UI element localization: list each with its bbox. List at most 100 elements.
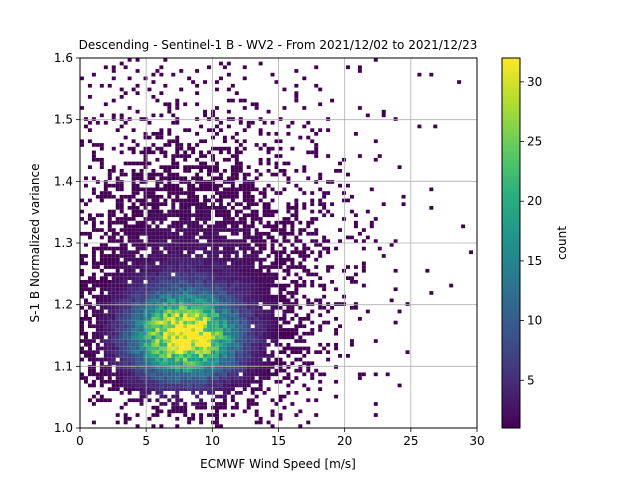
heatmap-cell — [326, 320, 331, 325]
heatmap-cell — [254, 413, 259, 417]
heatmap-cell — [151, 198, 156, 203]
heatmap-cell — [87, 83, 92, 88]
heatmap-cell — [91, 287, 96, 292]
heatmap-cell — [203, 220, 208, 225]
heatmap-cell — [211, 398, 215, 403]
heatmap-cell — [262, 202, 267, 206]
heatmap-cell — [80, 294, 84, 299]
heatmap-cell — [119, 405, 124, 410]
heatmap-cell — [211, 379, 215, 384]
heatmap-cell — [111, 331, 116, 336]
heatmap-cell — [159, 228, 164, 232]
heatmap-cell — [175, 239, 180, 243]
heatmap-cell — [294, 206, 299, 210]
heatmap-cell — [322, 346, 327, 351]
heatmap-cell — [107, 298, 112, 303]
heatmap-cell — [250, 246, 255, 251]
heatmap-cell — [246, 339, 251, 343]
heatmap-cell — [294, 202, 299, 206]
heatmap-cell — [294, 287, 299, 292]
heatmap-cell — [226, 335, 231, 340]
heatmap-cell — [99, 254, 104, 258]
heatmap-cell — [211, 365, 215, 369]
x-tick-label: 10 — [205, 434, 220, 448]
heatmap-cell — [266, 331, 271, 336]
heatmap-cell — [91, 117, 96, 121]
heatmap-cell — [250, 272, 255, 277]
heatmap-cell — [103, 302, 108, 306]
heatmap-cell — [191, 235, 196, 240]
heatmap-cell — [87, 165, 92, 169]
heatmap-cell — [207, 239, 212, 243]
heatmap-cell — [294, 368, 299, 373]
heatmap-cell — [238, 246, 243, 251]
heatmap-cell — [199, 379, 204, 384]
heatmap-cell — [254, 276, 259, 280]
heatmap-cell — [123, 313, 128, 317]
heatmap-cell — [226, 176, 231, 181]
heatmap-cell — [111, 231, 116, 236]
heatmap-cell — [115, 320, 120, 325]
heatmap-cell — [171, 368, 176, 373]
heatmap-cell — [163, 350, 168, 354]
heatmap-cell — [242, 287, 247, 292]
heatmap-cell — [218, 235, 223, 240]
heatmap-cell — [139, 161, 144, 166]
heatmap-cell — [226, 98, 231, 103]
heatmap-cell — [218, 394, 223, 399]
heatmap-cell — [159, 280, 164, 284]
heatmap-cell — [80, 287, 84, 292]
heatmap-cell — [246, 235, 251, 240]
heatmap-cell — [214, 183, 219, 188]
heatmap-cell — [175, 313, 180, 317]
heatmap-cell — [262, 376, 267, 380]
heatmap-cell — [147, 346, 152, 351]
heatmap-cell — [171, 298, 176, 303]
heatmap-cell — [234, 139, 239, 144]
heatmap-cell — [222, 350, 227, 354]
heatmap-cell — [226, 187, 231, 192]
heatmap-cell — [203, 276, 208, 280]
heatmap-cell — [155, 287, 160, 292]
heatmap-cell — [246, 191, 251, 195]
heatmap-cell — [187, 350, 192, 354]
heatmap-cell — [310, 280, 315, 284]
heatmap-cell — [111, 317, 116, 321]
heatmap-cell — [214, 220, 219, 225]
heatmap-cell — [171, 354, 176, 358]
heatmap-cell — [151, 80, 156, 84]
heatmap-cell — [187, 361, 192, 366]
heatmap-cell — [230, 383, 235, 388]
heatmap-cell — [123, 298, 128, 303]
heatmap-cell — [119, 250, 124, 255]
heatmap-cell — [222, 305, 227, 310]
heatmap-cell — [115, 283, 120, 288]
heatmap-cell — [175, 287, 180, 292]
heatmap-cell — [155, 291, 160, 295]
heatmap-cell — [357, 65, 362, 70]
heatmap-cell — [95, 302, 100, 306]
heatmap-cell — [175, 391, 180, 395]
heatmap-cell — [230, 135, 235, 140]
heatmap-cell — [175, 117, 180, 121]
heatmap-cell — [107, 357, 112, 362]
heatmap-cell — [226, 280, 231, 284]
heatmap-cell — [234, 254, 239, 258]
heatmap-cell — [214, 224, 219, 229]
heatmap-cell — [87, 342, 92, 347]
heatmap-cell — [258, 291, 263, 295]
heatmap-cell — [306, 176, 311, 181]
heatmap-cell — [262, 246, 267, 251]
heatmap-cell — [155, 328, 160, 332]
heatmap-cell — [218, 291, 223, 295]
heatmap-cell — [246, 368, 251, 373]
heatmap-cell — [123, 254, 128, 258]
heatmap-cell — [282, 106, 287, 110]
heatmap-cell — [147, 172, 152, 177]
heatmap-cell — [167, 209, 172, 214]
heatmap-cell — [214, 265, 219, 269]
heatmap-cell — [115, 317, 120, 321]
heatmap-cell — [83, 350, 88, 354]
heatmap-cell — [191, 228, 196, 232]
heatmap-cell — [163, 143, 168, 147]
